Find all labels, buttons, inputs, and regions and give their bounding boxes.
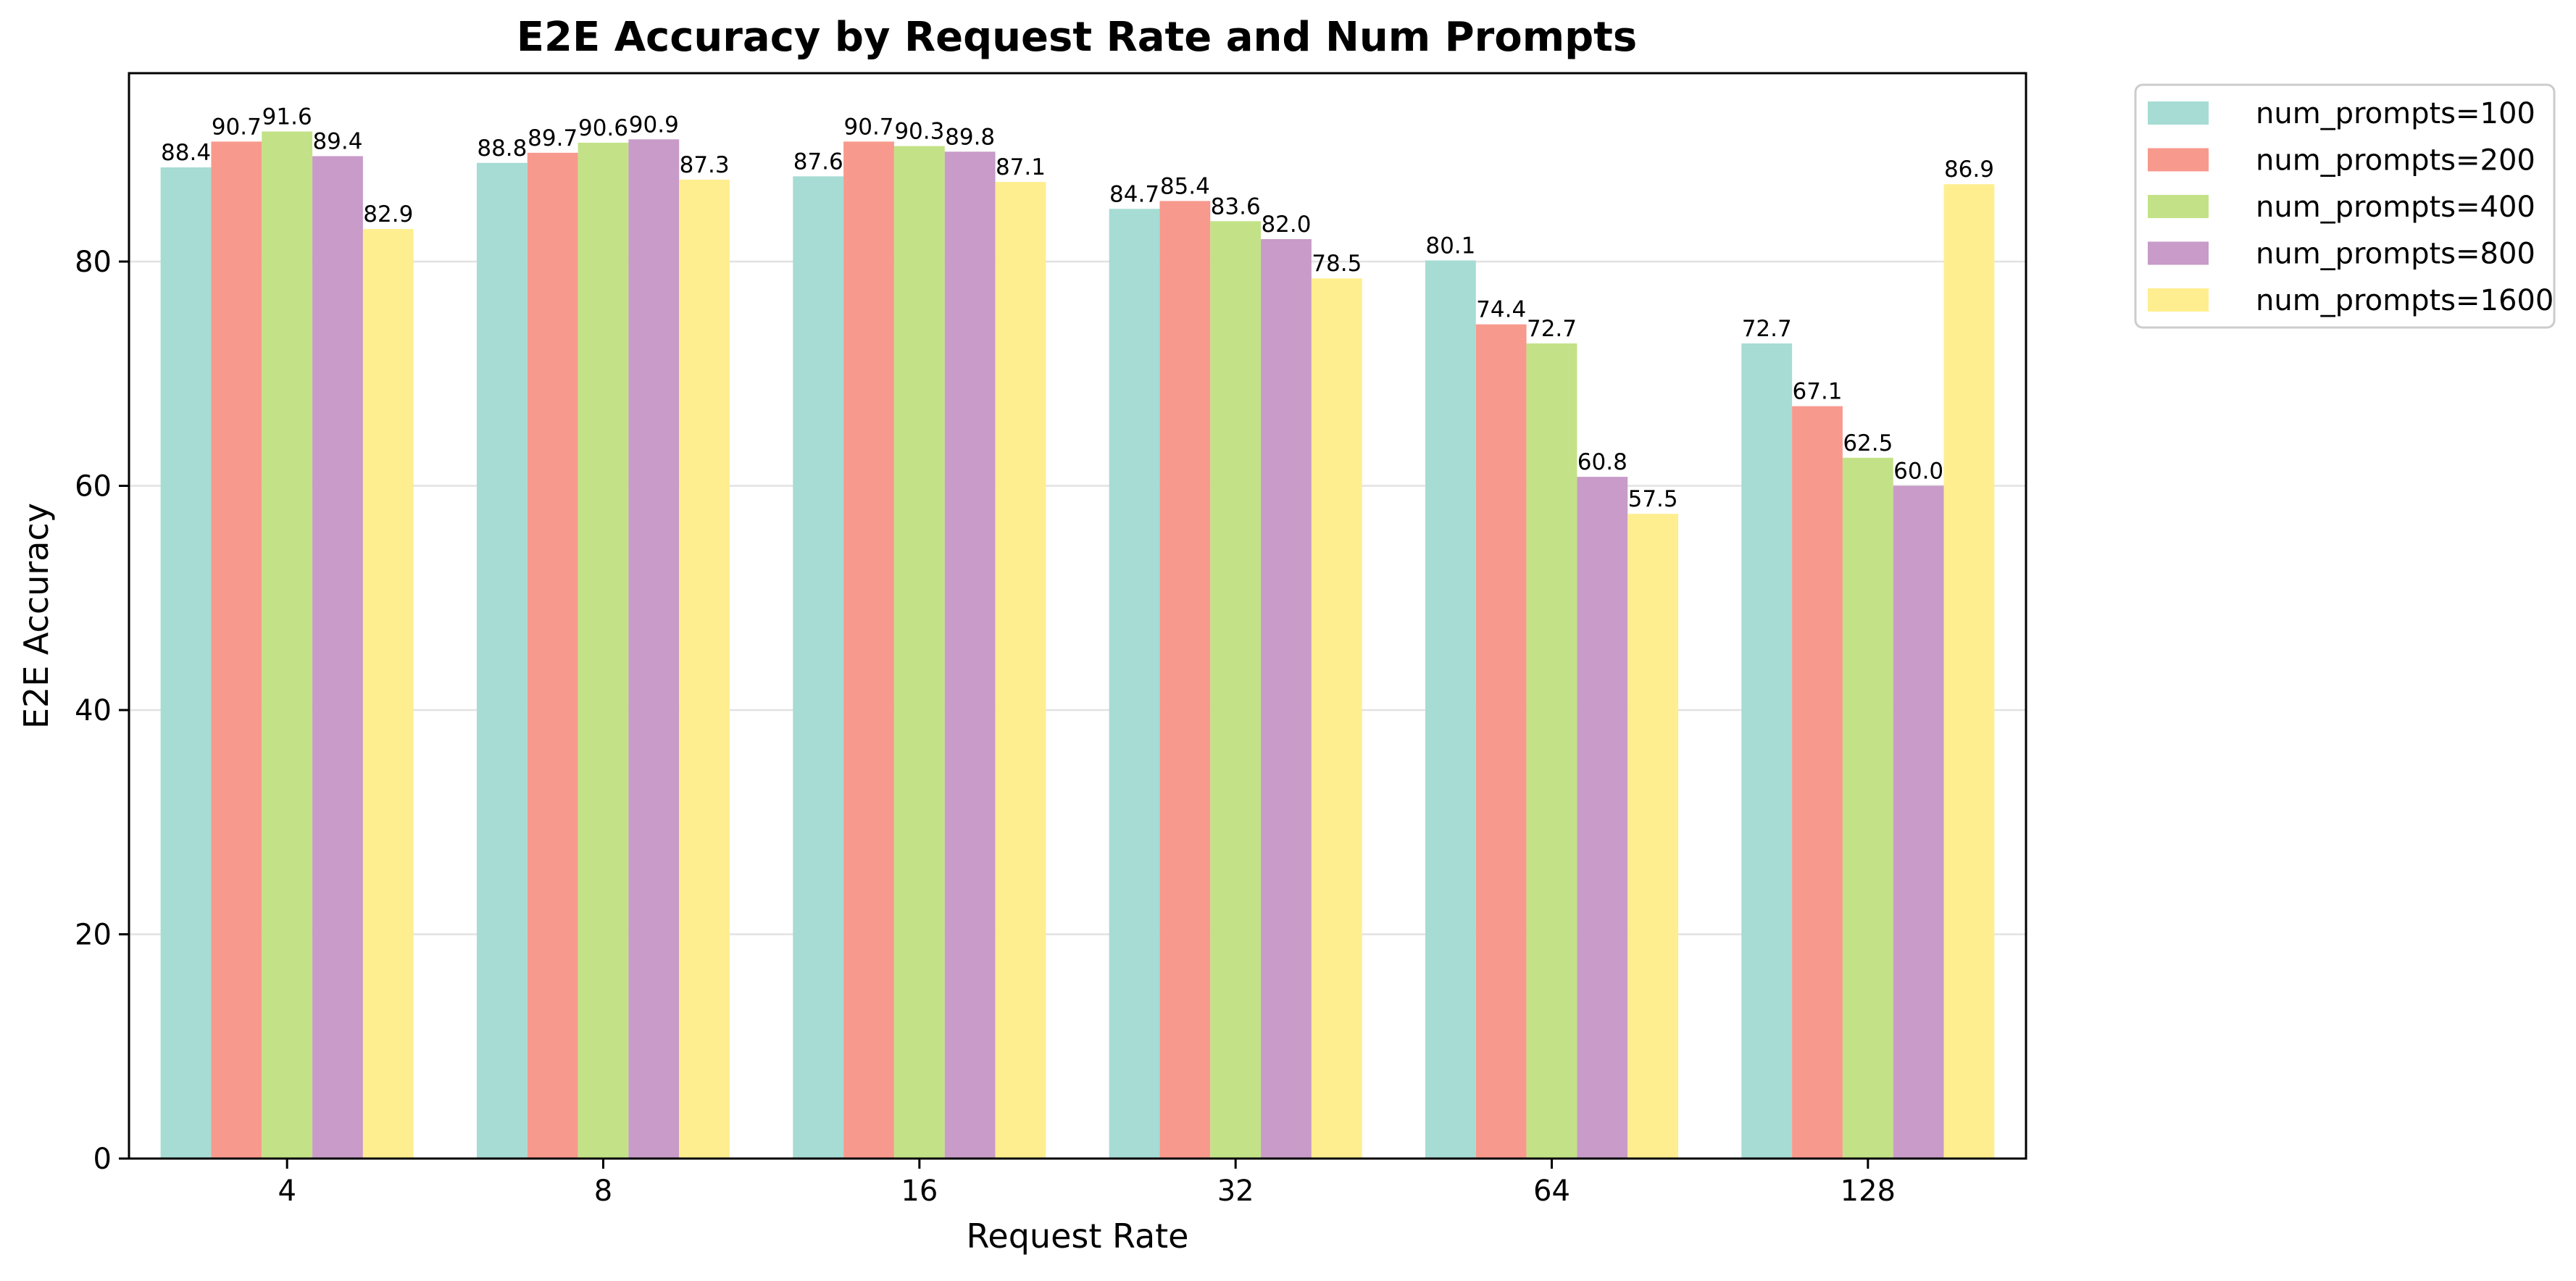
y-tick-label: 40 <box>75 694 112 727</box>
bars <box>160 131 1995 1159</box>
bar <box>1627 514 1679 1159</box>
legend-label: num_prompts=1600 <box>2256 284 2554 317</box>
bar-value-label: 82.0 <box>1261 212 1311 238</box>
y-tick-label: 80 <box>75 246 112 279</box>
bar-value-label: 78.5 <box>1312 251 1362 277</box>
bar-value-label: 87.3 <box>680 152 730 178</box>
legend-swatch <box>2148 101 2209 125</box>
chart-title: E2E Accuracy by Request Rate and Num Pro… <box>517 14 1638 61</box>
bar <box>1261 239 1312 1159</box>
x-tick-label: 8 <box>594 1174 612 1208</box>
plot-frame <box>128 72 2027 1160</box>
bar <box>1842 457 1893 1159</box>
bar <box>679 180 730 1159</box>
bar <box>1311 278 1362 1159</box>
x-tick-label: 4 <box>278 1174 296 1208</box>
x-tick-label: 128 <box>1841 1174 1896 1208</box>
bar-value-label: 80.1 <box>1425 233 1475 259</box>
bar <box>1792 406 1843 1159</box>
bar-value-label: 90.3 <box>894 119 944 145</box>
bar <box>1577 477 1628 1159</box>
bar <box>793 176 844 1159</box>
bar <box>476 162 528 1159</box>
bar <box>843 141 894 1159</box>
x-axis-label: Request Rate <box>967 1217 1189 1256</box>
legend-label: num_prompts=200 <box>2256 144 2535 178</box>
bar <box>1425 260 1476 1159</box>
bar-value-label: 67.1 <box>1793 379 1843 405</box>
bar-value-label: 89.7 <box>528 125 578 151</box>
bar-value-label: 72.7 <box>1742 316 1792 342</box>
legend-swatch <box>2148 148 2209 172</box>
bar-value-label: 90.7 <box>212 114 262 140</box>
legend-swatch <box>2148 288 2209 312</box>
bar <box>527 152 578 1159</box>
legend-label: num_prompts=800 <box>2256 238 2535 271</box>
bar-value-label: 85.4 <box>1160 173 1210 199</box>
bar-value-label: 87.1 <box>996 154 1046 180</box>
bar-value-label: 89.4 <box>312 129 362 155</box>
bar <box>262 131 313 1159</box>
x-tick-label: 16 <box>901 1174 938 1208</box>
bar-value-label: 84.7 <box>1109 181 1159 207</box>
bar-value-label: 62.5 <box>1843 430 1893 456</box>
legend-frame <box>2134 83 2556 329</box>
bar-value-labels: 88.490.7 91.689.482.988.8 89.7 90.6 90.987.3… <box>161 104 1994 512</box>
bar-value-label: 90.6 <box>578 115 628 141</box>
bar <box>1741 343 1793 1159</box>
bar <box>578 142 629 1159</box>
bar <box>1893 485 1944 1159</box>
bar-value-label: 60.0 <box>1893 458 1943 484</box>
bar-value-label: 90.9 <box>629 112 679 138</box>
y-tick-label: 0 <box>93 1143 112 1176</box>
bar-value-label: 57.5 <box>1628 486 1678 512</box>
bar-value-label: 83.6 <box>1211 193 1261 220</box>
legend: num_prompts=100 num_prompts=200 num_prompt… <box>2134 83 2556 329</box>
bar-value-label: 87.6 <box>793 149 843 175</box>
bar-value-label: 74.4 <box>1476 297 1526 323</box>
grid-lines <box>129 260 2026 935</box>
y-tick-label: 60 <box>75 470 112 503</box>
legend-label: num_prompts=400 <box>2256 191 2535 224</box>
y-axis: 0 20 40 60 80 <box>75 246 129 1176</box>
legend-swatch <box>2148 241 2209 265</box>
bar <box>1475 324 1527 1159</box>
x-tick-label: 32 <box>1217 1174 1254 1208</box>
legend-swatch <box>2148 195 2209 218</box>
bar-value-label: 86.9 <box>1944 157 1994 183</box>
bar <box>1526 343 1577 1159</box>
bar <box>1159 201 1211 1159</box>
bar-value-label: 82.9 <box>363 201 413 228</box>
bar-value-label: 60.8 <box>1577 449 1627 475</box>
bar-value-label: 88.8 <box>477 135 527 162</box>
bar-value-label: 88.4 <box>161 140 211 166</box>
bar <box>211 141 262 1159</box>
bar <box>995 182 1046 1159</box>
bar <box>628 139 680 1159</box>
x-tick-label: 64 <box>1533 1174 1570 1208</box>
legend-label: num_prompts=100 <box>2256 97 2535 130</box>
legend-items: num_prompts=100 num_prompts=200 num_prompt… <box>2148 97 2554 317</box>
bar <box>312 156 363 1159</box>
y-tick-label: 20 <box>75 918 112 951</box>
bar-value-label: 72.7 <box>1527 316 1577 342</box>
x-axis: 4 8 16 32 64 128 <box>278 1159 1896 1208</box>
y-axis-label: E2E Accuracy <box>17 503 56 729</box>
bar-value-label: 89.8 <box>945 124 995 150</box>
bar-value-label: 91.6 <box>262 104 312 130</box>
bar <box>1210 221 1262 1159</box>
bar <box>1943 184 1995 1159</box>
bar <box>1109 209 1160 1159</box>
bar <box>362 229 414 1159</box>
bar <box>893 146 945 1159</box>
bar-value-label: 90.7 <box>844 114 894 140</box>
bar <box>160 167 212 1159</box>
bar <box>944 151 996 1159</box>
